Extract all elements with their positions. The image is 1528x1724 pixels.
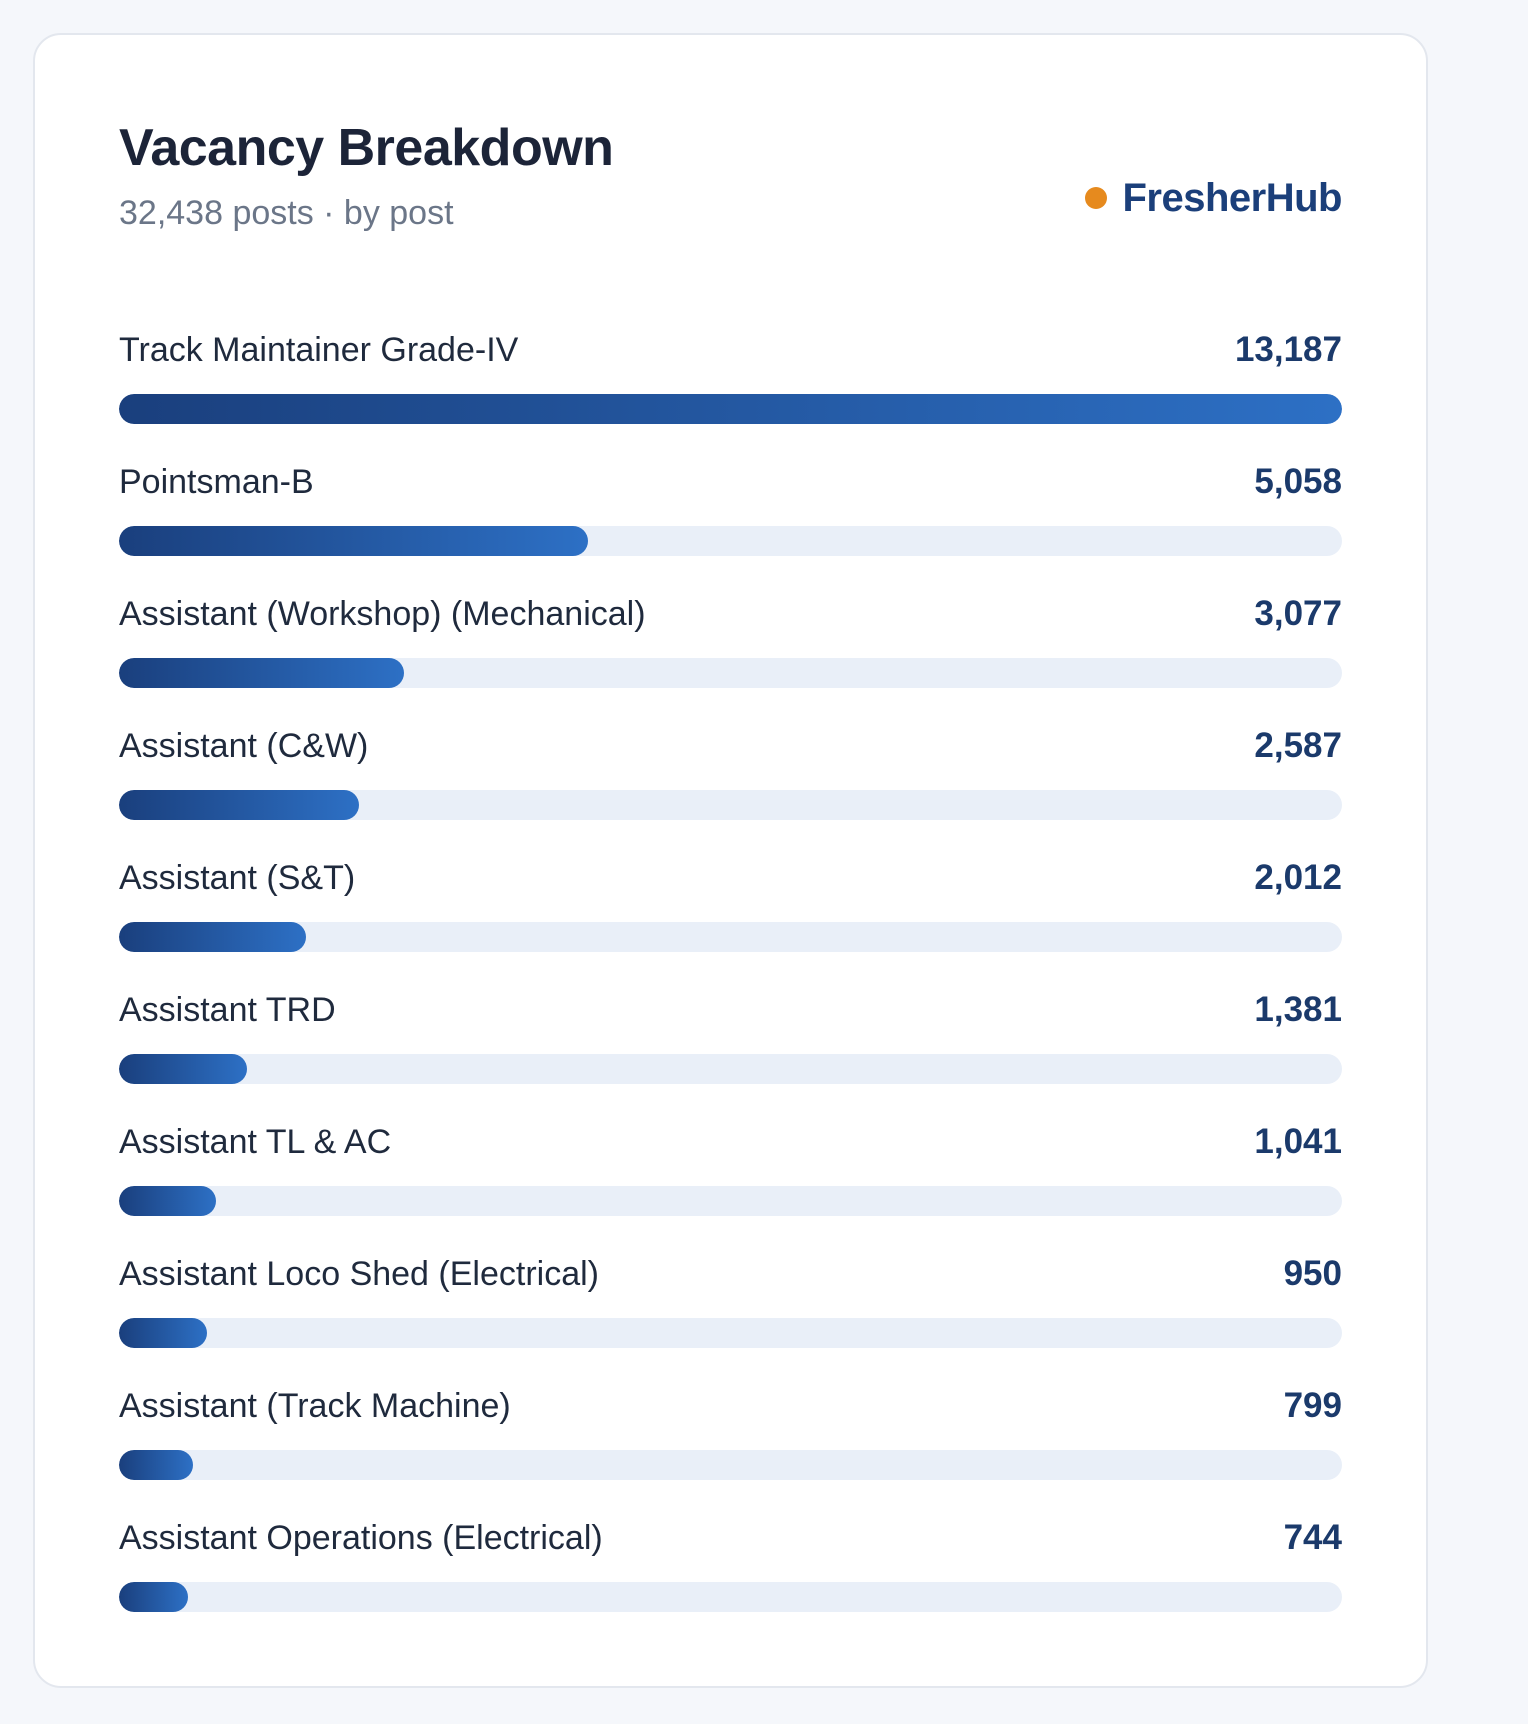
bar-track [119,1318,1342,1348]
bar-row: Assistant TRD 1,381 [119,985,1342,1117]
bar-label: Assistant TRD [119,991,336,1029]
bar-value: 744 [1283,1518,1342,1557]
bar-row-header: Assistant TL & AC 1,041 [119,1117,1342,1167]
bar-fill [119,1582,188,1612]
bar-label: Assistant (Workshop) (Mechanical) [119,595,646,633]
bar-track [119,1450,1342,1480]
bar-label: Assistant (Track Machine) [119,1387,511,1425]
bar-fill [119,922,306,952]
bar-row: Assistant TL & AC 1,041 [119,1117,1342,1249]
bar-track [119,658,1342,688]
bar-value: 13,187 [1234,330,1342,369]
bar-row: Assistant (Workshop) (Mechanical) 3,077 [119,589,1342,721]
bar-row-header: Assistant (C&W) 2,587 [119,721,1342,771]
bar-row-header: Assistant (Workshop) (Mechanical) 3,077 [119,589,1342,639]
bar-fill [119,1054,248,1084]
bar-list: Track Maintainer Grade-IV 13,187 Pointsman… [119,325,1342,1645]
brand-logo: FresherHub [1084,173,1343,223]
bar-fill [119,658,405,688]
bar-row-header: Assistant (Track Machine) 799 [119,1381,1342,1431]
bar-value: 1,381 [1254,990,1342,1029]
bar-track [119,1054,1342,1084]
bar-fill [119,1450,194,1480]
bar-track [119,790,1342,820]
bar-row: Assistant (S&T) 2,012 [119,853,1342,985]
bar-row-header: Pointsman-B 5,058 [119,457,1342,507]
bar-row-header: Assistant (S&T) 2,012 [119,853,1342,903]
bar-row-header: Track Maintainer Grade-IV 13,187 [119,325,1342,375]
bar-row: Assistant Operations (Electrical) 744 [119,1513,1342,1645]
brand-name: FresherHub [1122,176,1343,220]
bar-label: Assistant Loco Shed (Electrical) [119,1255,599,1293]
bar-row: Pointsman-B 5,058 [119,457,1342,589]
bar-fill [119,526,589,556]
bar-row-header: Assistant Loco Shed (Electrical) 950 [119,1249,1342,1299]
bar-label: Assistant (C&W) [119,727,369,765]
bar-track [119,1186,1342,1216]
chart-subtitle: 32,438 posts · by post [119,194,454,232]
bar-track [119,1582,1342,1612]
bar-label: Track Maintainer Grade-IV [119,331,519,369]
bar-row: Track Maintainer Grade-IV 13,187 [119,325,1342,457]
bar-fill [119,394,1342,424]
bar-row: Assistant (Track Machine) 799 [119,1381,1342,1513]
bar-value: 2,012 [1254,858,1342,897]
bar-track [119,922,1342,952]
bar-row: Assistant Loco Shed (Electrical) 950 [119,1249,1342,1381]
vacancy-card: Vacancy Breakdown 32,438 posts · by post… [33,33,1428,1688]
bar-value: 3,077 [1254,594,1342,633]
bar-value: 799 [1283,1386,1342,1425]
bar-row: Assistant (C&W) 2,587 [119,721,1342,853]
bar-track [119,526,1342,556]
bar-label: Assistant (S&T) [119,859,356,897]
bar-fill [119,1186,216,1216]
bar-value: 950 [1283,1254,1342,1293]
bar-value: 1,041 [1254,1122,1342,1161]
bar-value: 2,587 [1254,726,1342,765]
bar-fill [119,1318,208,1348]
bar-row-header: Assistant Operations (Electrical) 744 [119,1513,1342,1563]
bar-label: Assistant TL & AC [119,1123,392,1161]
bar-value: 5,058 [1254,462,1342,501]
brand-dot-icon [1084,187,1107,209]
bar-label: Assistant Operations (Electrical) [119,1519,603,1557]
bar-track [119,394,1342,424]
bar-fill [119,790,359,820]
bar-label: Pointsman-B [119,463,314,501]
chart-title: Vacancy Breakdown [119,119,614,177]
bar-row-header: Assistant TRD 1,381 [119,985,1342,1035]
